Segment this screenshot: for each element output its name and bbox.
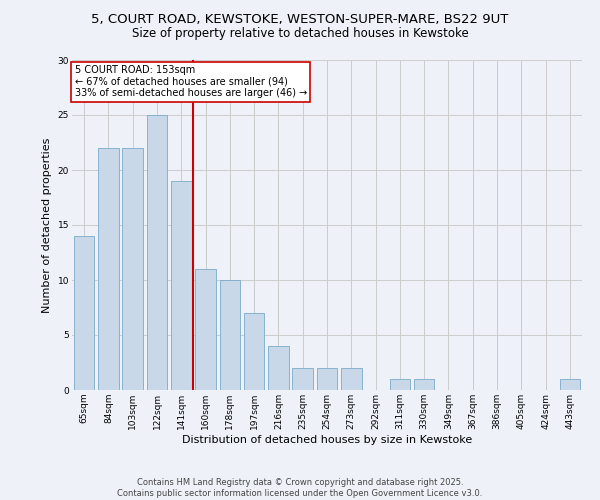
Bar <box>268 346 289 390</box>
Bar <box>389 379 410 390</box>
Bar <box>98 148 119 390</box>
Bar <box>317 368 337 390</box>
Bar <box>560 379 580 390</box>
Bar <box>220 280 240 390</box>
Bar <box>244 313 265 390</box>
Bar <box>195 269 216 390</box>
Y-axis label: Number of detached properties: Number of detached properties <box>42 138 52 312</box>
Bar <box>414 379 434 390</box>
Text: Contains HM Land Registry data © Crown copyright and database right 2025.
Contai: Contains HM Land Registry data © Crown c… <box>118 478 482 498</box>
X-axis label: Distribution of detached houses by size in Kewstoke: Distribution of detached houses by size … <box>182 434 472 444</box>
Text: 5 COURT ROAD: 153sqm
← 67% of detached houses are smaller (94)
33% of semi-detac: 5 COURT ROAD: 153sqm ← 67% of detached h… <box>74 65 307 98</box>
Bar <box>74 236 94 390</box>
Text: Size of property relative to detached houses in Kewstoke: Size of property relative to detached ho… <box>131 28 469 40</box>
Bar <box>292 368 313 390</box>
Text: 5, COURT ROAD, KEWSTOKE, WESTON-SUPER-MARE, BS22 9UT: 5, COURT ROAD, KEWSTOKE, WESTON-SUPER-MA… <box>91 12 509 26</box>
Bar <box>171 181 191 390</box>
Bar <box>122 148 143 390</box>
Bar <box>341 368 362 390</box>
Bar <box>146 115 167 390</box>
